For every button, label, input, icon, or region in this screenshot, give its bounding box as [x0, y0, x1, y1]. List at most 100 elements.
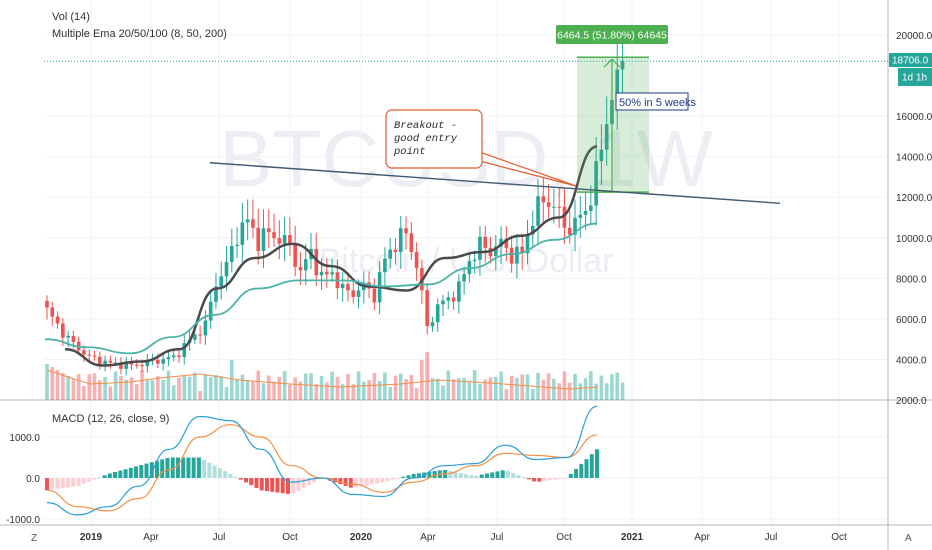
- candle-body: [578, 214, 583, 218]
- volume-bar: [298, 381, 303, 400]
- volume-bar: [552, 378, 556, 400]
- trendline[interactable]: [209, 162, 781, 205]
- candle-body: [161, 359, 165, 364]
- macd-hist-bar: [270, 478, 275, 492]
- price-tick-label: 4000.0: [896, 355, 927, 366]
- callout-box[interactable]: [385, 109, 483, 169]
- macd-hist-bar: [574, 468, 579, 478]
- candle-body: [356, 290, 361, 297]
- macd-hist-bar: [416, 473, 421, 478]
- volume-bar: [567, 382, 572, 400]
- ema-fast-line: [64, 145, 598, 367]
- candle-body: [134, 364, 139, 366]
- volume-bar: [573, 373, 577, 400]
- macd-tick-label: 1000.0: [9, 433, 40, 444]
- candle-body: [351, 290, 356, 297]
- candle-body: [251, 219, 255, 228]
- legend-ema[interactable]: Multiple Ema 20/50/100 (8, 50, 200): [52, 28, 227, 40]
- candle-body: [140, 364, 144, 367]
- legend-vol[interactable]: Vol (14): [52, 11, 90, 23]
- measure-box[interactable]: [577, 57, 649, 193]
- corner-left-button[interactable]: Z: [31, 533, 37, 544]
- macd-hist-bar: [207, 462, 212, 478]
- candle-body: [494, 246, 498, 256]
- volume-bar: [182, 376, 187, 400]
- volume-bar: [425, 352, 429, 400]
- macd-hist-bar: [516, 475, 521, 478]
- macd-hist-bar: [338, 478, 343, 485]
- candle-body: [66, 335, 70, 338]
- macd-hist-bar: [285, 478, 290, 494]
- price-axis[interactable]: 2000.0 4000.0 6000.0 8000.0 10000.0 12000.0 14…: [896, 31, 932, 407]
- macd-hist-bar: [453, 472, 458, 478]
- candle-body: [483, 236, 488, 248]
- macd-hist-bar: [547, 478, 552, 481]
- candle-body: [599, 149, 604, 162]
- macd-hist-bar: [490, 472, 495, 478]
- candle-body: [441, 300, 445, 305]
- macd-hist-bar: [584, 459, 589, 478]
- candle-body: [446, 297, 451, 301]
- candle-body: [256, 227, 260, 251]
- candle-body: [567, 227, 572, 235]
- price-tag-bg: [889, 53, 932, 67]
- candle-body: [166, 357, 171, 360]
- volume-bar: [546, 373, 551, 400]
- candle-body: [203, 320, 208, 336]
- volume-bar: [124, 379, 128, 400]
- macd-hist-bar: [280, 478, 285, 494]
- candle-body: [462, 274, 466, 282]
- candle-body: [98, 356, 102, 365]
- macd-hist-bar: [542, 478, 547, 481]
- macd-hist-bar: [521, 477, 526, 479]
- macd-hist-bar: [464, 474, 469, 478]
- macd-axis[interactable]: 1000.0 0.0 -1000.0: [6, 433, 40, 526]
- macd-hist-bar: [301, 478, 306, 488]
- macd-hist-bar: [244, 478, 249, 483]
- volume-bar: [198, 391, 202, 400]
- macd-hist-bar: [505, 470, 510, 478]
- candle-body: [562, 206, 567, 228]
- macd-hist-bar: [306, 478, 311, 486]
- candle-body: [240, 222, 245, 245]
- candle-body: [261, 228, 266, 251]
- volume-bar: [604, 383, 609, 400]
- candle-body: [451, 297, 456, 302]
- candle-body: [536, 196, 540, 226]
- macd-hist-bar: [60, 478, 65, 489]
- candle-body: [282, 235, 287, 244]
- macd-hist-bar: [474, 475, 479, 478]
- candle-body: [346, 284, 350, 291]
- macd-hist-bar: [113, 472, 118, 478]
- candle-body: [61, 323, 65, 338]
- time-tick-label: 2019: [80, 532, 103, 543]
- macd-hist-bar: [469, 475, 474, 478]
- time-tick-label: 2020: [350, 532, 373, 543]
- candle-body: [499, 238, 503, 247]
- volume-bar: [372, 372, 377, 400]
- corner-right-button[interactable]: A: [905, 533, 912, 544]
- legend-macd[interactable]: MACD (12, 26, close, 9): [52, 413, 169, 425]
- volume-bar: [409, 375, 414, 400]
- candle-body: [404, 228, 408, 234]
- volume-bar: [266, 375, 271, 400]
- volume-ma: [46, 369, 599, 390]
- candle-body: [230, 245, 234, 262]
- macd-hist-bar: [291, 478, 296, 494]
- macd-hist-bar: [317, 478, 322, 480]
- price-tick-label: 16000.0: [896, 112, 932, 123]
- time-axis[interactable]: 2019 Apr Jul Oct 2020 Apr Jul Oct 2021 Apr Jul Oct: [80, 532, 847, 543]
- candle-body: [55, 316, 60, 324]
- volume-bar: [119, 376, 123, 400]
- candle-body: [478, 236, 482, 260]
- candle-body: [92, 355, 97, 357]
- measure-note-box[interactable]: [615, 92, 689, 111]
- volume-bar: [383, 372, 387, 400]
- measure-arrowhead: [603, 58, 621, 68]
- macd-hist-bar: [254, 478, 259, 488]
- candle-body: [472, 259, 477, 262]
- volume-bar: [161, 379, 165, 400]
- volume-bar: [203, 374, 208, 400]
- price-tick-label: 8000.0: [896, 274, 927, 285]
- macd-hist-bar: [432, 471, 437, 478]
